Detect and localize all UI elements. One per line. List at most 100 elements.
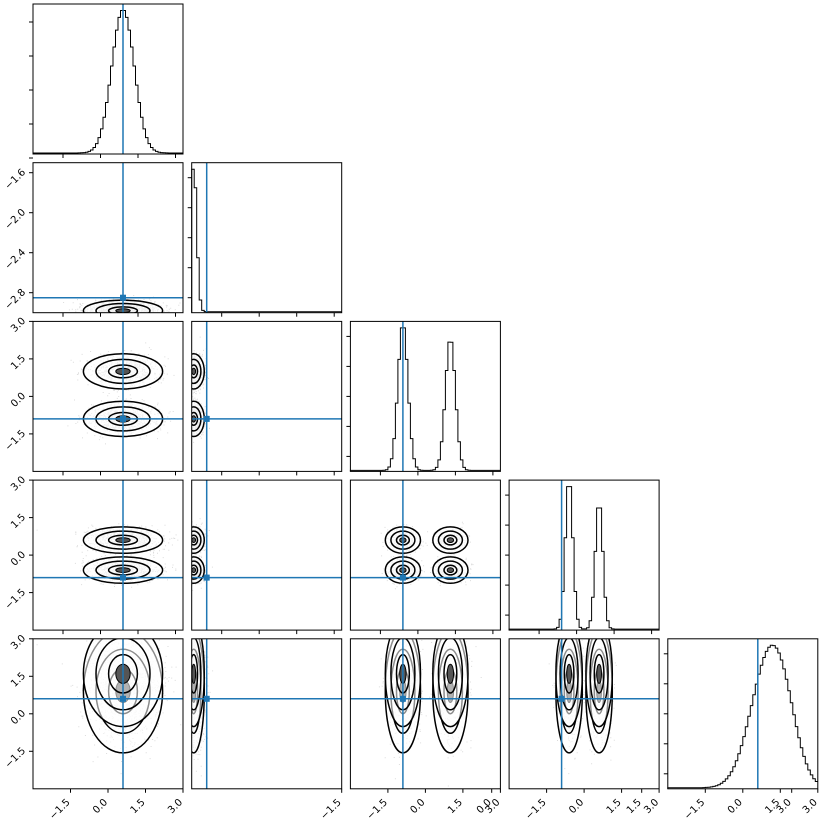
panel-3-1 — [191, 479, 343, 635]
histogram-4 — [667, 644, 818, 789]
y-tick-label: −2.4 — [3, 247, 28, 272]
scatter-3-2 — [380, 521, 474, 590]
y-tick-label: 3.0 — [9, 633, 28, 652]
scatter-3-1 — [191, 518, 213, 591]
panel-1-1 — [187, 162, 343, 317]
contour — [191, 638, 202, 711]
contour — [593, 653, 605, 694]
panel-4-2: −1.5 0.0 1.5 3.0 — [349, 638, 503, 822]
panel-frame — [191, 320, 343, 472]
panel-frame — [349, 479, 501, 631]
histogram-3 — [508, 486, 660, 631]
panel-0-0 — [29, 3, 184, 159]
y-tick-label: −2.0 — [3, 207, 28, 232]
y-tick-label: 1.5 — [9, 671, 28, 690]
panel-3-0: 3.0 1.5 0.0 −1.5 — [3, 474, 184, 635]
contour — [191, 358, 202, 385]
panel-frame — [667, 638, 819, 790]
panel-4-4: −1.5 0.0 1.5 3.0 — [663, 638, 820, 822]
truth-marker — [399, 695, 406, 702]
y-tick-label: 3.0 — [9, 474, 28, 493]
panel-4-0: 3.0 1.5 0.0 −1.5 −1.5 0.0 1.5 3.0 — [3, 633, 185, 822]
contour — [443, 534, 458, 546]
y-tick-label: −1.5 — [3, 746, 28, 771]
contour — [443, 564, 458, 576]
y-tick-label: 3.0 — [9, 316, 28, 335]
contour-core — [191, 567, 197, 573]
contour-core — [446, 567, 455, 573]
y-tick-label: −2.8 — [3, 287, 28, 312]
panel-frame — [508, 638, 660, 790]
x-tick-label: 0.0 — [91, 797, 110, 816]
contour — [443, 653, 458, 694]
truth-marker — [120, 574, 126, 581]
contour — [191, 530, 202, 550]
x-tick-label: 1.5 — [446, 797, 465, 816]
scatter-2-0 — [67, 342, 175, 445]
panel-4-1: −1.5 0.0 1.5 3.0 — [191, 638, 794, 822]
panel-4-3: −1.5 0.0 1.5 3.0 — [508, 638, 661, 822]
truth-marker — [203, 415, 210, 422]
x-tick-label: 0.0 — [726, 797, 745, 816]
x-tick-label: −1.5 — [682, 797, 707, 822]
panel-frame — [191, 638, 343, 790]
panel-3-3 — [505, 479, 660, 635]
x-tick-label: 3.0 — [166, 797, 185, 816]
y-tick-label: 0.0 — [9, 708, 28, 727]
contour-core — [446, 663, 455, 684]
contour — [437, 638, 464, 711]
panel-frame — [32, 162, 184, 314]
contour-core — [191, 367, 197, 376]
panel-2-1 — [191, 320, 343, 476]
histogram-0 — [32, 10, 183, 154]
truth-marker — [120, 695, 126, 702]
contour — [559, 638, 579, 711]
scatter-4-2 — [378, 638, 482, 787]
contour-core — [566, 663, 572, 684]
contour — [563, 653, 575, 694]
contour — [191, 534, 199, 546]
scatter-4-0 — [36, 638, 182, 775]
y-tick-label: −1.5 — [3, 587, 28, 612]
panel-frame — [349, 320, 501, 472]
contour — [191, 364, 199, 379]
truth-marker — [558, 695, 565, 702]
panel-2-0: 3.0 1.5 0.0 −1.5 — [3, 316, 184, 476]
x-tick-label: 1.5 — [625, 797, 644, 816]
scatter-4-1 — [191, 638, 214, 777]
panel-frame — [508, 479, 660, 631]
y-tick-label: 1.5 — [9, 512, 28, 531]
x-tick-label: 0.0 — [567, 797, 586, 816]
contour-core — [191, 537, 197, 543]
contour — [191, 653, 199, 694]
contour — [191, 560, 202, 580]
x-tick-label: −1.5 — [524, 797, 549, 822]
contour — [589, 638, 609, 711]
x-tick-label: 1.5 — [129, 797, 148, 816]
x-tick-label: −1.5 — [48, 797, 73, 822]
y-tick-label: −1.6 — [3, 167, 28, 192]
y-tick-label: 1.5 — [9, 353, 28, 372]
contour — [437, 530, 464, 550]
y-tick-label: −1.5 — [3, 428, 28, 453]
histogram-1 — [191, 168, 342, 313]
scatter-2-1 — [191, 336, 210, 443]
panel-frame — [191, 479, 343, 631]
y-tick-label: 0.0 — [9, 549, 28, 568]
panel-frame — [191, 162, 343, 314]
panel-1-0: −1.6 −2.0 −2.4 −2.8 — [3, 162, 184, 317]
contour — [191, 564, 199, 576]
contour-core — [191, 663, 197, 684]
x-tick-label: 3.0 — [801, 797, 820, 816]
x-tick-label: −1.5 — [365, 797, 390, 822]
x-tick-label: −1.5 — [319, 797, 344, 822]
truth-marker — [120, 294, 126, 301]
panel-frame — [32, 3, 184, 155]
histogram-2 — [349, 327, 501, 472]
x-tick-label: 1.5 — [605, 797, 624, 816]
contour-core — [596, 663, 602, 684]
truth-marker — [203, 695, 210, 702]
contour-core — [446, 537, 455, 543]
truth-marker — [120, 415, 126, 422]
